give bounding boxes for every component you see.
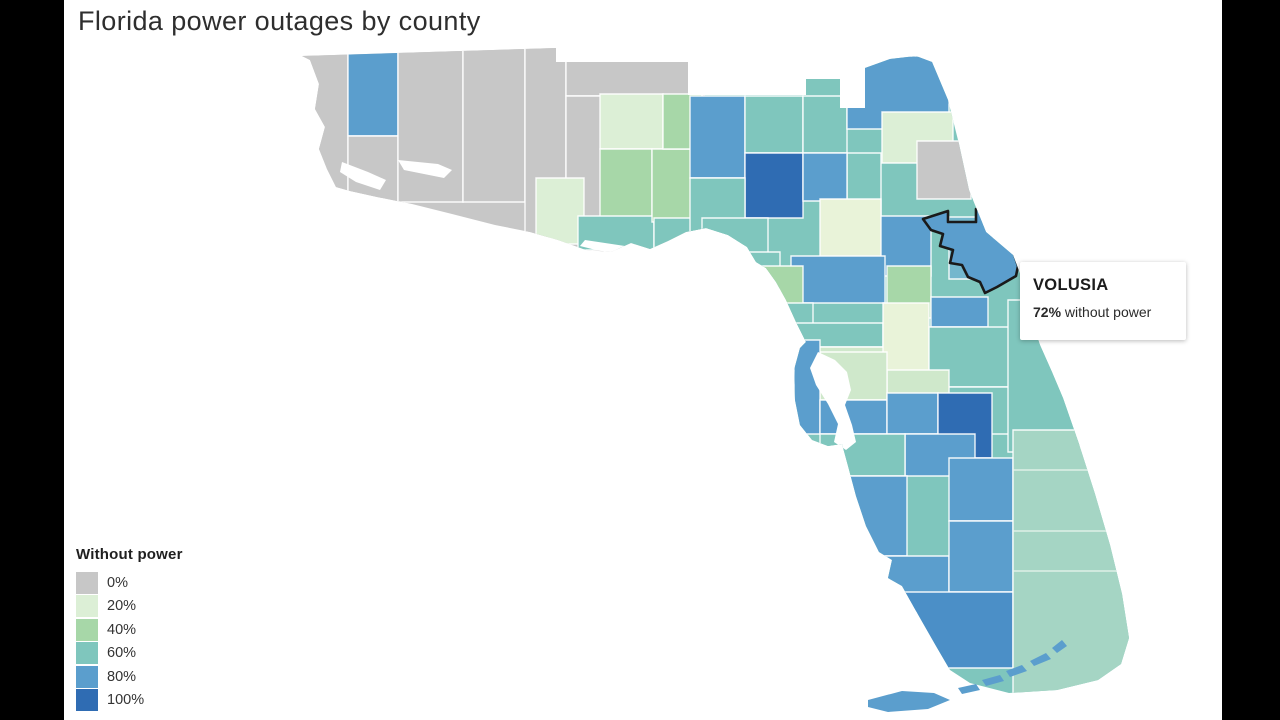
choctawhatchee-bay [398,160,452,178]
county-43[interactable] [793,339,821,435]
tooltip-value: 72% [1033,304,1062,320]
county-27[interactable] [916,140,972,200]
legend-swatch-20% [76,595,98,618]
county-10[interactable] [599,148,653,220]
key-4[interactable] [1030,653,1051,666]
tampa-bay [810,352,856,450]
legend-swatch-40% [76,618,98,641]
county-45[interactable] [886,392,939,435]
county-38[interactable] [930,296,989,328]
legend: Without power 0% 20% 40% 60% 80% 100% [76,546,183,712]
county-49[interactable] [829,475,908,557]
legend-label: 40% [107,621,137,638]
county-7[interactable] [565,40,691,97]
legend-items: 0% 20% 40% 60% 80% 100% [76,571,183,712]
legend-row-80%: 80% [76,665,183,689]
county-31[interactable] [790,255,886,304]
county-24[interactable] [701,251,781,318]
county-50[interactable] [948,457,1014,522]
county-tooltip: VOLUSIA 72% without power [1020,262,1186,340]
county-19[interactable] [689,177,746,253]
county-54[interactable] [899,591,1014,669]
county-17[interactable] [744,95,804,154]
legend-row-0%: 0% [76,571,183,595]
county-53[interactable] [948,520,1014,593]
county-1[interactable] [295,40,349,207]
county-34[interactable] [778,322,884,348]
legend-row-40%: 40% [76,618,183,642]
county-5[interactable] [462,40,526,203]
county-21[interactable] [802,95,848,154]
county-2[interactable] [347,40,399,137]
county-20[interactable] [701,217,769,273]
county-4[interactable] [397,40,464,203]
tooltip-value-line: 72% without power [1033,304,1174,320]
chart-canvas: Florida power outages by county Without … [64,0,1222,720]
legend-label: 60% [107,645,137,662]
county-23[interactable] [802,152,848,202]
key-3[interactable] [1006,665,1027,677]
tooltip-suffix: without power [1061,304,1152,320]
legend-row-100%: 100% [76,689,183,713]
key-1[interactable] [958,684,980,694]
tooltip-county-name: VOLUSIA [1033,276,1109,294]
legend-row-60%: 60% [76,642,183,666]
county-11[interactable] [535,177,585,245]
legend-label: 0% [107,574,128,591]
legend-swatch-80% [76,665,98,688]
legend-swatch-60% [76,642,98,665]
key-5[interactable] [1052,640,1067,653]
legend-swatch-0% [76,571,98,594]
legend-swatch-100% [76,689,98,712]
legend-row-20%: 20% [76,595,183,619]
key-west[interactable] [868,691,950,712]
pensacola-bay [340,162,386,190]
county-18[interactable] [744,152,804,219]
key-2[interactable] [982,675,1004,686]
county-16[interactable] [689,95,746,179]
page-title: Florida power outages by county [78,6,481,36]
county-48[interactable] [819,433,906,477]
legend-label: 100% [107,692,145,709]
county-32[interactable] [728,265,804,324]
county-9[interactable] [599,93,664,150]
legend-label: 20% [107,598,137,615]
legend-label: 80% [107,668,137,685]
legend-title: Without power [76,546,183,563]
